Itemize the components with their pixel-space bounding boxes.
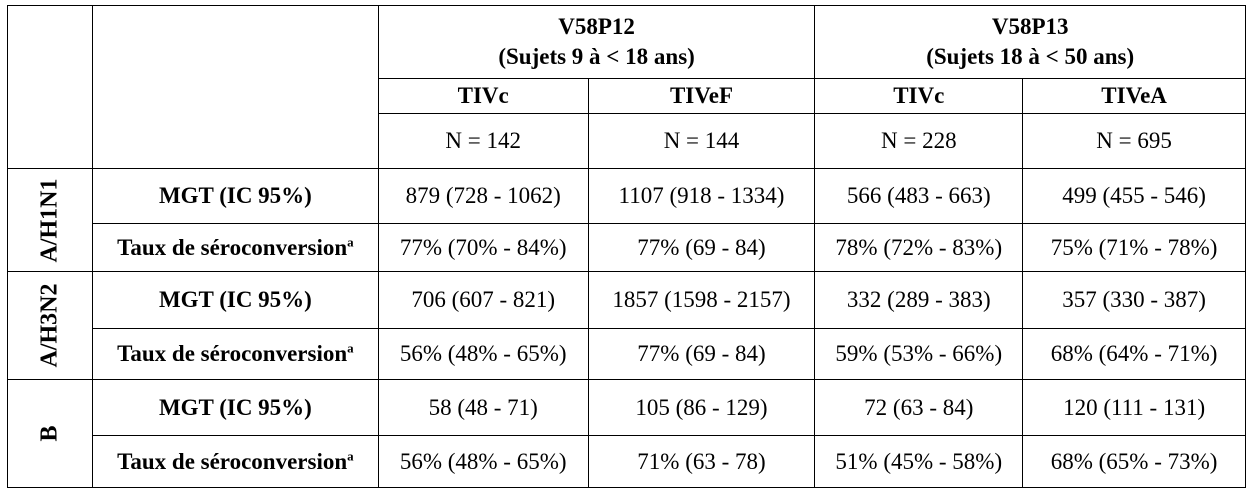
metric-label-seroconversion: Taux de séroconversiona: [92, 223, 379, 272]
metric-label-text: Taux de séroconversion: [117, 234, 348, 260]
data-cell: 120 (111 - 131): [1022, 379, 1246, 436]
data-cell: 879 (728 - 1062): [377, 168, 589, 224]
metric-label-gmt: MGT (IC 95%): [92, 379, 379, 436]
data-cell: 1857 (1598 - 2157): [587, 271, 816, 329]
data-cell: 51% (45% - 58%): [814, 435, 1024, 488]
count-cell: N = 142: [377, 113, 589, 169]
corner-cell-label: [92, 5, 379, 169]
data-cell: 77% (69 - 84): [587, 223, 816, 272]
strain-label: A/H3N2: [36, 283, 63, 368]
study-subtitle: (Sujets 9 à < 18 ans): [498, 44, 695, 69]
count-cell: N = 144: [587, 113, 816, 169]
data-cell: 56% (48% - 65%): [377, 328, 589, 380]
vaccine-header: TIVeA: [1022, 78, 1246, 114]
results-table: V58P12 (Sujets 9 à < 18 ans) V58P13 (Suj…: [7, 5, 1246, 488]
metric-label-gmt: MGT (IC 95%): [92, 168, 379, 224]
strain-label-cell: A/H3N2: [7, 271, 93, 380]
data-cell: 72 (63 - 84): [814, 379, 1024, 436]
vaccine-header: TIVc: [814, 78, 1024, 114]
data-cell: 706 (607 - 821): [377, 271, 589, 329]
strain-label-cell: A/H1N1: [7, 168, 93, 272]
study-header-v58p12: V58P12 (Sujets 9 à < 18 ans): [377, 5, 816, 79]
data-cell: 75% (71% - 78%): [1022, 223, 1246, 272]
data-cell: 68% (64% - 71%): [1022, 328, 1246, 380]
count-cell: N = 228: [814, 113, 1024, 169]
data-cell: 78% (72% - 83%): [814, 223, 1024, 272]
vaccine-header: TIVc: [377, 78, 589, 114]
vaccine-header: TIVeF: [587, 78, 816, 114]
data-cell: 77% (69 - 84): [587, 328, 816, 380]
study-title: V58P12: [558, 14, 635, 39]
footnote-marker: a: [347, 233, 354, 249]
footnote-marker: a: [347, 447, 354, 463]
data-cell: 357 (330 - 387): [1022, 271, 1246, 329]
study-title: V58P13: [991, 14, 1069, 39]
metric-label-gmt: MGT (IC 95%): [92, 271, 379, 329]
metric-label-text: Taux de séroconversion: [117, 341, 348, 366]
data-cell: 71% (63 - 78): [587, 435, 816, 488]
strain-label-cell: B: [7, 379, 93, 488]
data-cell: 105 (86 - 129): [587, 379, 816, 436]
metric-label-text: Taux de séroconversion: [117, 448, 348, 474]
data-cell: 77% (70% - 84%): [377, 223, 589, 272]
strain-label: B: [36, 425, 63, 442]
study-header-v58p13: V58P13 (Sujets 18 à < 50 ans): [814, 5, 1246, 79]
data-cell: 566 (483 - 663): [814, 168, 1024, 224]
data-cell: 68% (65% - 73%): [1022, 435, 1246, 488]
corner-cell: [7, 5, 93, 169]
study-subtitle: (Sujets 18 à < 50 ans): [926, 44, 1135, 69]
footnote-marker: a: [347, 340, 354, 356]
strain-label: A/H1N1: [36, 178, 63, 262]
data-cell: 59% (53% - 66%): [814, 328, 1024, 380]
metric-label-seroconversion: Taux de séroconversiona: [92, 435, 379, 488]
data-cell: 58 (48 - 71): [377, 379, 589, 436]
data-cell: 499 (455 - 546): [1022, 168, 1246, 224]
data-cell: 1107 (918 - 1334): [587, 168, 816, 224]
data-cell: 332 (289 - 383): [814, 271, 1024, 329]
count-cell: N = 695: [1022, 113, 1246, 169]
data-cell: 56% (48% - 65%): [377, 435, 589, 488]
metric-label-seroconversion: Taux de séroconversiona: [92, 328, 379, 380]
